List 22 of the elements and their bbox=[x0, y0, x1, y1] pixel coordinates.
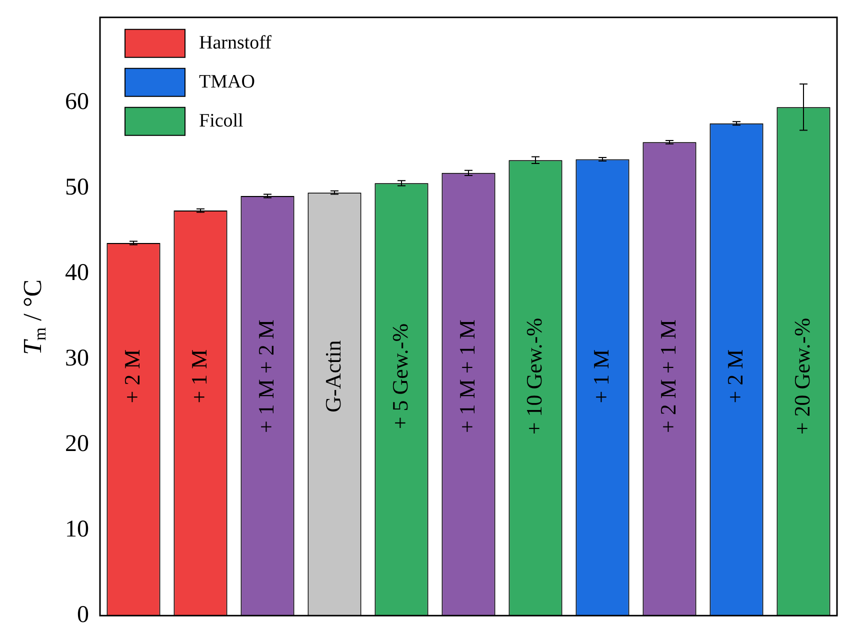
x-tick-label: + 5 Gew.-% bbox=[387, 323, 412, 430]
x-tick-label: + 2 M bbox=[722, 349, 748, 404]
legend-label: Harnstoff bbox=[199, 32, 272, 54]
y-tick-label: 0 bbox=[77, 602, 89, 628]
x-tick-label: + 1 M + 1 M bbox=[454, 320, 480, 434]
x-tick-label: G-Actin bbox=[320, 340, 346, 412]
x-tick-label: + 1 M + 2 M bbox=[253, 320, 278, 434]
y-tick-label: 40 bbox=[65, 260, 89, 286]
x-tick-label: + 2 M + 1 M bbox=[655, 320, 680, 434]
x-tick-label: + 10 Gew.-% bbox=[521, 318, 546, 435]
y-axis-title: Tm / °C bbox=[18, 279, 50, 356]
y-tick-label: 60 bbox=[65, 89, 89, 116]
y-tick-label: 10 bbox=[65, 516, 89, 542]
y-tick-label: 30 bbox=[65, 346, 89, 372]
x-tick-label: + 20 Gew.-% bbox=[789, 318, 814, 435]
x-tick-label: + 1 M bbox=[186, 349, 212, 404]
x-tick-label: + 1 M bbox=[588, 349, 614, 404]
legend-label: TMAO bbox=[199, 71, 255, 92]
legend-label: Ficoll bbox=[199, 110, 244, 132]
y-tick-label: 50 bbox=[65, 174, 89, 201]
x-tick-label: + 2 M bbox=[119, 349, 144, 404]
y-tick-label: 20 bbox=[65, 430, 89, 457]
